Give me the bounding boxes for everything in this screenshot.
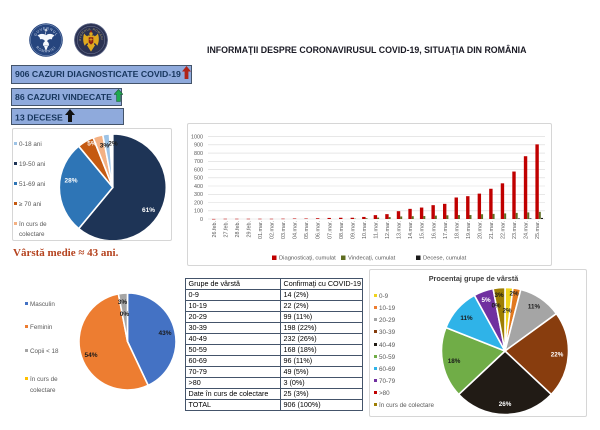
svg-text:13.mar.: 13.mar. bbox=[397, 221, 403, 239]
svg-text:2%: 2% bbox=[509, 291, 519, 298]
svg-text:2%: 2% bbox=[502, 308, 512, 315]
svg-text:26%: 26% bbox=[499, 401, 512, 408]
svg-text:800: 800 bbox=[194, 151, 203, 157]
svg-text:15.mar.: 15.mar. bbox=[420, 221, 426, 239]
svg-text:06.mar.: 06.mar. bbox=[316, 221, 322, 239]
svg-text:100: 100 bbox=[194, 209, 203, 215]
svg-text:2%: 2% bbox=[108, 141, 118, 148]
svg-text:500: 500 bbox=[194, 176, 203, 182]
svg-text:07.mar.: 07.mar. bbox=[327, 221, 333, 239]
svg-text:24.mar.: 24.mar. bbox=[524, 221, 530, 239]
svg-text:300: 300 bbox=[194, 192, 203, 198]
svg-text:43%: 43% bbox=[158, 330, 171, 337]
svg-text:22%: 22% bbox=[551, 352, 564, 359]
svg-text:54%: 54% bbox=[84, 352, 97, 359]
svg-text:10.mar.: 10.mar. bbox=[362, 221, 368, 239]
svg-text:02.mar.: 02.mar. bbox=[270, 221, 276, 239]
svg-text:5%: 5% bbox=[87, 141, 97, 148]
svg-text:3%: 3% bbox=[118, 299, 128, 306]
svg-text:0: 0 bbox=[200, 217, 203, 223]
svg-text:05.mar.: 05.mar. bbox=[304, 221, 310, 239]
svg-text:26.feb.: 26.feb. bbox=[212, 221, 218, 238]
svg-text:18.mar.: 18.mar. bbox=[454, 221, 460, 239]
svg-text:11%: 11% bbox=[460, 315, 473, 322]
svg-text:19.mar.: 19.mar. bbox=[466, 221, 472, 239]
svg-text:21.mar.: 21.mar. bbox=[489, 221, 495, 239]
svg-text:Decese, cumulat: Decese, cumulat bbox=[423, 256, 467, 262]
svg-text:04.mar.: 04.mar. bbox=[293, 221, 299, 239]
svg-text:0%: 0% bbox=[120, 311, 130, 318]
svg-text:18%: 18% bbox=[448, 358, 461, 365]
svg-text:5%: 5% bbox=[481, 297, 491, 304]
svg-text:09.mar.: 09.mar. bbox=[350, 221, 356, 239]
svg-text:0%: 0% bbox=[491, 303, 501, 310]
svg-text:03.mar.: 03.mar. bbox=[281, 221, 287, 239]
svg-text:61%: 61% bbox=[142, 207, 155, 214]
svg-text:20.mar.: 20.mar. bbox=[478, 221, 484, 239]
svg-text:11.mar.: 11.mar. bbox=[374, 221, 380, 239]
svg-text:01.mar.: 01.mar. bbox=[258, 221, 264, 239]
svg-text:3%: 3% bbox=[100, 143, 110, 150]
svg-text:3%: 3% bbox=[494, 292, 504, 299]
svg-text:28.feb.: 28.feb. bbox=[235, 221, 241, 238]
svg-text:16.mar.: 16.mar. bbox=[431, 221, 437, 239]
svg-text:29.feb.: 29.feb. bbox=[247, 221, 253, 238]
svg-text:11%: 11% bbox=[528, 304, 541, 311]
svg-text:Vindecaţi, cumulat: Vindecaţi, cumulat bbox=[348, 256, 396, 262]
svg-text:22.mar.: 22.mar. bbox=[501, 221, 507, 239]
svg-text:27.feb.: 27.feb. bbox=[223, 221, 229, 238]
svg-text:17.mar.: 17.mar. bbox=[443, 221, 449, 239]
svg-text:600: 600 bbox=[194, 167, 203, 173]
svg-text:23.mar.: 23.mar. bbox=[512, 221, 518, 239]
svg-text:400: 400 bbox=[194, 184, 203, 190]
svg-text:1000: 1000 bbox=[191, 134, 203, 140]
svg-text:25.mar.: 25.mar. bbox=[535, 221, 541, 239]
svg-text:28%: 28% bbox=[64, 178, 77, 185]
svg-text:700: 700 bbox=[194, 159, 203, 165]
svg-text:12.mar.: 12.mar. bbox=[385, 221, 391, 239]
svg-text:Diagnosticaţi, cumulat: Diagnosticaţi, cumulat bbox=[279, 256, 336, 262]
svg-text:08.mar.: 08.mar. bbox=[339, 221, 345, 239]
svg-text:200: 200 bbox=[194, 200, 203, 206]
svg-text:14.mar.: 14.mar. bbox=[408, 221, 414, 239]
svg-text:900: 900 bbox=[194, 143, 203, 149]
